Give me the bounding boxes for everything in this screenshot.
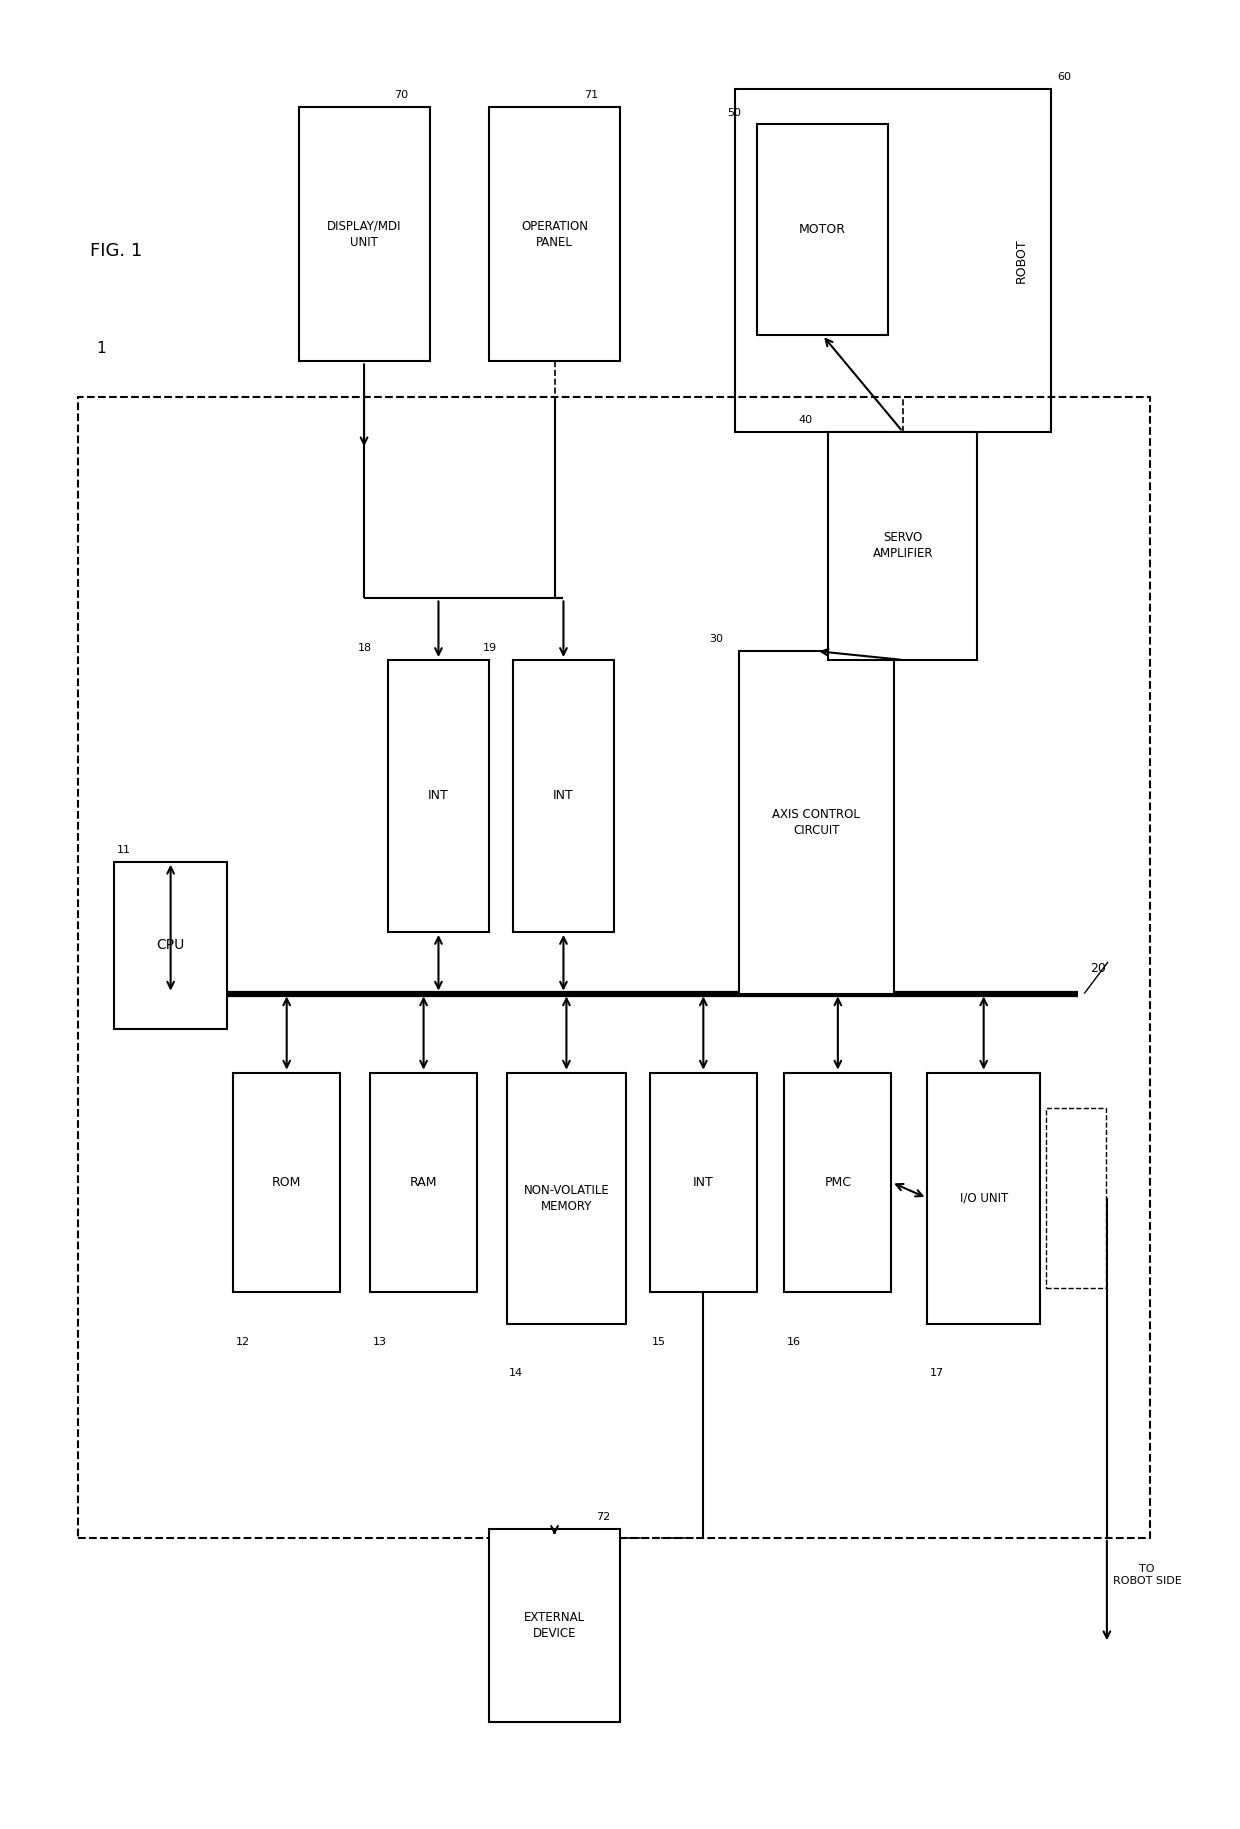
Bar — [739, 651, 894, 993]
Text: 71: 71 — [584, 90, 599, 101]
Text: INT: INT — [693, 1176, 714, 1189]
Text: 50: 50 — [727, 108, 742, 117]
Text: 16: 16 — [786, 1337, 801, 1346]
Text: 11: 11 — [117, 845, 130, 854]
Text: ROBOT: ROBOT — [1014, 238, 1028, 283]
Text: CPU: CPU — [156, 938, 185, 953]
Text: 12: 12 — [236, 1337, 249, 1346]
Text: 14: 14 — [510, 1368, 523, 1379]
Text: NON-VOLATILE
MEMORY: NON-VOLATILE MEMORY — [523, 1183, 609, 1213]
Text: AXIS CONTROL
CIRCUIT: AXIS CONTROL CIRCUIT — [773, 808, 861, 838]
Text: INT: INT — [428, 790, 449, 803]
Text: 1: 1 — [97, 340, 105, 355]
Text: 30: 30 — [709, 635, 723, 644]
Bar — [513, 660, 614, 933]
Bar — [233, 1072, 340, 1291]
Text: I/O UNIT: I/O UNIT — [960, 1191, 1008, 1205]
Text: 17: 17 — [930, 1368, 944, 1379]
Bar — [78, 397, 1149, 1538]
Text: FIG. 1: FIG. 1 — [91, 241, 143, 260]
Text: RAM: RAM — [410, 1176, 438, 1189]
Bar — [489, 1529, 620, 1723]
Text: OPERATION
PANEL: OPERATION PANEL — [521, 219, 588, 249]
Text: TO
ROBOT SIDE: TO ROBOT SIDE — [1112, 1564, 1182, 1586]
Text: 60: 60 — [1056, 73, 1071, 82]
Text: MOTOR: MOTOR — [799, 223, 846, 236]
Text: 15: 15 — [652, 1337, 666, 1346]
Bar — [735, 90, 1052, 432]
Text: 72: 72 — [596, 1513, 610, 1522]
Text: 20: 20 — [1090, 962, 1106, 975]
Text: 19: 19 — [484, 644, 497, 653]
Text: DISPLAY/MDI
UNIT: DISPLAY/MDI UNIT — [327, 219, 402, 249]
Bar — [507, 1072, 626, 1324]
Text: 40: 40 — [799, 415, 812, 424]
Bar — [828, 432, 977, 660]
Text: SERVO
AMPLIFIER: SERVO AMPLIFIER — [873, 530, 932, 560]
Bar — [650, 1072, 756, 1291]
Bar — [299, 106, 429, 362]
Text: 70: 70 — [394, 90, 408, 101]
Bar — [489, 106, 620, 362]
Bar — [114, 861, 227, 1028]
Text: INT: INT — [553, 790, 574, 803]
Bar — [388, 660, 489, 933]
Text: EXTERNAL
DEVICE: EXTERNAL DEVICE — [525, 1611, 585, 1641]
Text: 18: 18 — [358, 644, 372, 653]
Bar — [1047, 1108, 1106, 1288]
Bar — [784, 1072, 892, 1291]
Text: PMC: PMC — [825, 1176, 852, 1189]
Text: ROM: ROM — [272, 1176, 301, 1189]
Bar — [756, 124, 888, 335]
Bar — [370, 1072, 477, 1291]
Bar — [928, 1072, 1040, 1324]
Text: 13: 13 — [372, 1337, 387, 1346]
